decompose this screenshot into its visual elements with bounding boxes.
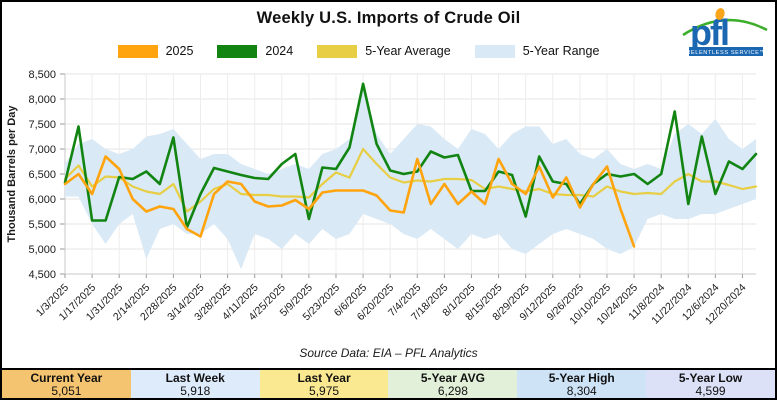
stat-5yr-low-value: 4,599 [695,384,726,398]
legend-swatch-5yr-range-icon [474,44,515,58]
legend-label-2024: 2024 [265,44,294,58]
series-2025 [63,155,636,248]
stat-5yr-high-value: 8,304 [566,384,597,398]
stat-5yr-avg-label: 5-Year AVG [420,371,485,385]
logo-text: pfl [690,12,728,53]
svg-text:6,500: 6,500 [28,169,56,181]
stat-last-year: Last Year 5,975 [259,370,389,398]
svg-text:5,000: 5,000 [28,244,56,256]
legend-item-5yr-range: 5-Year Range [474,44,600,58]
stat-5yr-avg: 5-Year AVG 6,298 [388,370,518,398]
legend-label-5yr-range: 5-Year Range [522,44,600,58]
stat-last-week-label: Last Week [165,371,225,385]
pfl-logo-graphic: pfl RELENTLESS SERVICE™ [682,8,768,56]
stat-5yr-high: 5-Year High 8,304 [517,370,647,398]
svg-text:8,500: 8,500 [28,69,56,81]
legend-swatch-2025-icon [117,44,158,58]
svg-text:5,500: 5,500 [28,219,56,231]
svg-text:7,500: 7,500 [28,119,56,131]
svg-text:7,000: 7,000 [28,144,56,156]
legend-item-5yr-average: 5-Year Average [317,44,451,58]
chart-legend: 2025 2024 5-Year Average 5-Year Range [2,44,745,58]
svg-text:8,000: 8,000 [28,94,56,106]
legend-swatch-2024-icon [217,44,258,58]
series-2024 [63,82,758,229]
legend-item-2024: 2024 [217,44,293,58]
stat-5yr-avg-value: 6,298 [437,384,468,398]
logo-swoosh [682,18,768,37]
stat-5yr-low: 5-Year Low 4,599 [646,370,775,398]
stat-current-year: Current Year 5,051 [2,370,131,398]
stat-5yr-low-label: 5-Year Low [678,371,743,385]
source-note: Source Data: EIA – PFL Analytics [299,346,478,360]
stat-current-year-value: 5,051 [51,384,82,398]
logo-tagline: RELENTLESS SERVICE™ [686,50,765,56]
stat-last-week: Last Week 5,918 [130,370,260,398]
legend-item-2025: 2025 [117,44,194,58]
svg-text:4,500: 4,500 [28,269,56,281]
legend-label-2025: 2025 [165,44,194,58]
svg-text:Thousand Barrels per Day: Thousand Barrels per Day [6,105,18,243]
stat-last-year-label: Last Year [297,371,351,385]
crude-oil-imports-chart: 4,500 5,000 5,500 6,000 6,500 7,000 7,500 8,000… [6,69,758,327]
stat-last-year-value: 5,975 [309,384,340,398]
pfl-logo: pfl RELENTLESS SERVICE™ [681,5,769,57]
page-title: Weekly U.S. Imports of Crude Oil [256,9,521,27]
logo-flame-icon [715,8,725,20]
stat-current-year-label: Current Year [30,371,103,385]
stat-last-week-value: 5,918 [180,384,211,398]
stats-bar: Current Year 5,051 Last Week 5,918 Last … [2,368,775,398]
range-band [65,83,756,270]
legend-swatch-5yr-average-icon [317,44,358,58]
svg-text:6,000: 6,000 [28,194,56,206]
stat-5yr-high-label: 5-Year High [548,371,615,385]
legend-label-5yr-average: 5-Year Average [365,44,451,58]
logo-bar [689,47,763,56]
